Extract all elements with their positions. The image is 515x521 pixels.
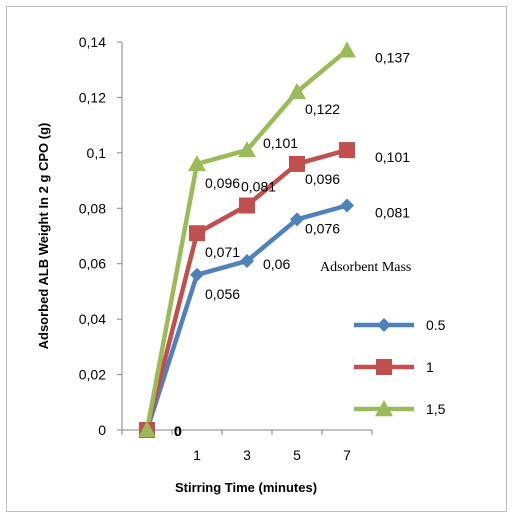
y-tick-label: 0,06 — [79, 256, 106, 272]
data-point-marker — [188, 154, 206, 172]
y-tick-label: 0 — [98, 422, 106, 438]
legend-marker — [375, 400, 393, 417]
data-point-marker — [190, 267, 204, 282]
x-tick-label: 1 — [193, 447, 201, 463]
data-point-marker — [238, 141, 256, 158]
data-point-marker — [339, 142, 355, 159]
legend-label: 1 — [426, 359, 434, 375]
legend-label: 0.5 — [426, 317, 446, 333]
data-label: 0,101 — [263, 135, 298, 151]
legend-marker — [376, 359, 392, 375]
data-label: 0,071 — [205, 244, 240, 260]
data-label: 0 — [174, 423, 182, 439]
x-ticks: 1 3 5 7 — [121, 430, 373, 463]
data-label: 0,056 — [205, 286, 240, 302]
y-tick-label: 0,14 — [79, 34, 106, 50]
data-label: 0,06 — [263, 256, 290, 272]
data-label: 0,096 — [205, 175, 240, 191]
data-label: 0,122 — [305, 101, 340, 117]
legend-label: 1,5 — [426, 401, 446, 417]
data-point-marker — [138, 421, 156, 438]
data-label: 0,096 — [305, 171, 340, 187]
y-axis-title: Adsorbed ALB Weight In 2 g CPO (g) — [36, 123, 51, 350]
data-point-marker — [338, 41, 356, 58]
y-ticks: 0 0,02 0,04 0,06 0,08 0,1 0,12 0,14 — [79, 34, 122, 438]
legend: 0.5 1 1,5 — [354, 317, 446, 417]
y-tick-label: 0,12 — [79, 89, 106, 105]
legend-title: Adsorbent Mass — [320, 260, 411, 275]
x-tick-label: 5 — [293, 447, 301, 463]
y-tick-label: 0,02 — [79, 367, 106, 383]
x-axis-title: Stirring Time (minutes) — [175, 480, 317, 495]
data-label: 0,081 — [241, 179, 276, 195]
x-tick-label: 7 — [343, 447, 351, 463]
data-point-marker — [288, 82, 306, 100]
data-label: 0,081 — [375, 205, 410, 221]
data-point-marker — [189, 225, 205, 242]
data-label: 0,101 — [375, 149, 410, 165]
data-point-marker — [240, 253, 254, 268]
legend-marker — [377, 318, 391, 332]
axes — [121, 42, 372, 431]
data-point-marker — [289, 155, 305, 172]
x-tick-label: 3 — [243, 447, 251, 463]
data-label: 0 — [174, 423, 182, 439]
data-label: 0 — [174, 423, 182, 439]
y-tick-label: 0,08 — [79, 200, 106, 216]
legend-title-background — [318, 254, 450, 276]
data-point-marker — [290, 212, 304, 227]
data-point-marker — [340, 198, 354, 213]
data-point-marker — [239, 197, 255, 214]
data-label: 0,137 — [375, 49, 410, 65]
y-tick-label: 0,04 — [79, 311, 106, 327]
data-label: 0,076 — [305, 220, 340, 236]
y-tick-label: 0,1 — [87, 145, 107, 161]
series-markers — [138, 41, 356, 438]
